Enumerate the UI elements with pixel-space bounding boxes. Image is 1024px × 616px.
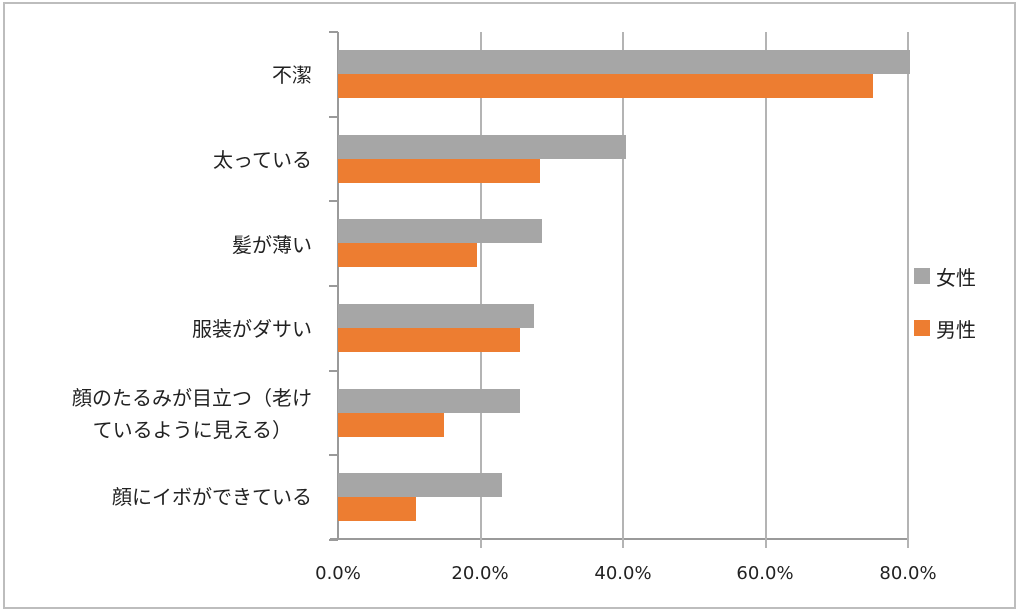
y-axis-tick	[329, 369, 338, 372]
gridline	[764, 32, 767, 548]
x-axis-line	[330, 538, 908, 540]
y-axis-line	[337, 32, 339, 540]
y-axis-tick	[329, 31, 338, 33]
y-axis-tick	[329, 454, 338, 457]
legend-item-male: 男性	[914, 314, 976, 342]
category-label-4-line1: 顔のたるみが目立つ（老け	[72, 386, 312, 410]
male-bar	[338, 158, 541, 183]
plot-area	[329, 31, 911, 548]
category-label-0: 不潔	[272, 63, 312, 87]
category-label-3: 服装がダサい	[192, 317, 312, 341]
category-label-1: 太っている	[213, 148, 312, 172]
y-axis-tick	[329, 200, 338, 203]
legend-swatch-female	[914, 268, 930, 284]
x-tick-label: 60.0%	[736, 563, 794, 584]
female-bar	[338, 304, 534, 328]
x-tick-label: 80.0%	[879, 563, 937, 584]
legend-swatch-male	[914, 320, 930, 336]
gridline	[622, 32, 624, 548]
male-bar	[338, 328, 520, 352]
female-bar	[338, 473, 502, 498]
legend-item-female: 女性	[914, 262, 976, 290]
gridline	[479, 32, 482, 548]
x-tick-label: 0.0%	[315, 563, 361, 584]
category-label-4-line2: ているように見える）	[92, 418, 292, 442]
x-tick-label: 20.0%	[451, 563, 509, 584]
male-bar	[338, 497, 416, 522]
female-bar	[338, 134, 626, 159]
category-label-2: 髪が薄い	[232, 233, 312, 257]
male-bar	[338, 74, 874, 98]
legend: 女性 男性	[914, 262, 976, 366]
legend-label-female: 女性	[936, 265, 976, 290]
gridline	[907, 32, 909, 548]
male-bar	[338, 412, 445, 437]
male-bar	[338, 243, 477, 268]
y-axis-tick	[329, 285, 338, 287]
y-axis-tick	[329, 115, 338, 118]
legend-label-male: 男性	[936, 317, 976, 342]
female-bar	[338, 50, 911, 74]
x-tick-label: 40.0%	[594, 563, 652, 584]
female-bar	[338, 388, 520, 413]
category-label-5: 顔にイボができている	[112, 485, 312, 509]
female-bar	[338, 219, 542, 244]
y-axis-tick	[329, 539, 338, 541]
